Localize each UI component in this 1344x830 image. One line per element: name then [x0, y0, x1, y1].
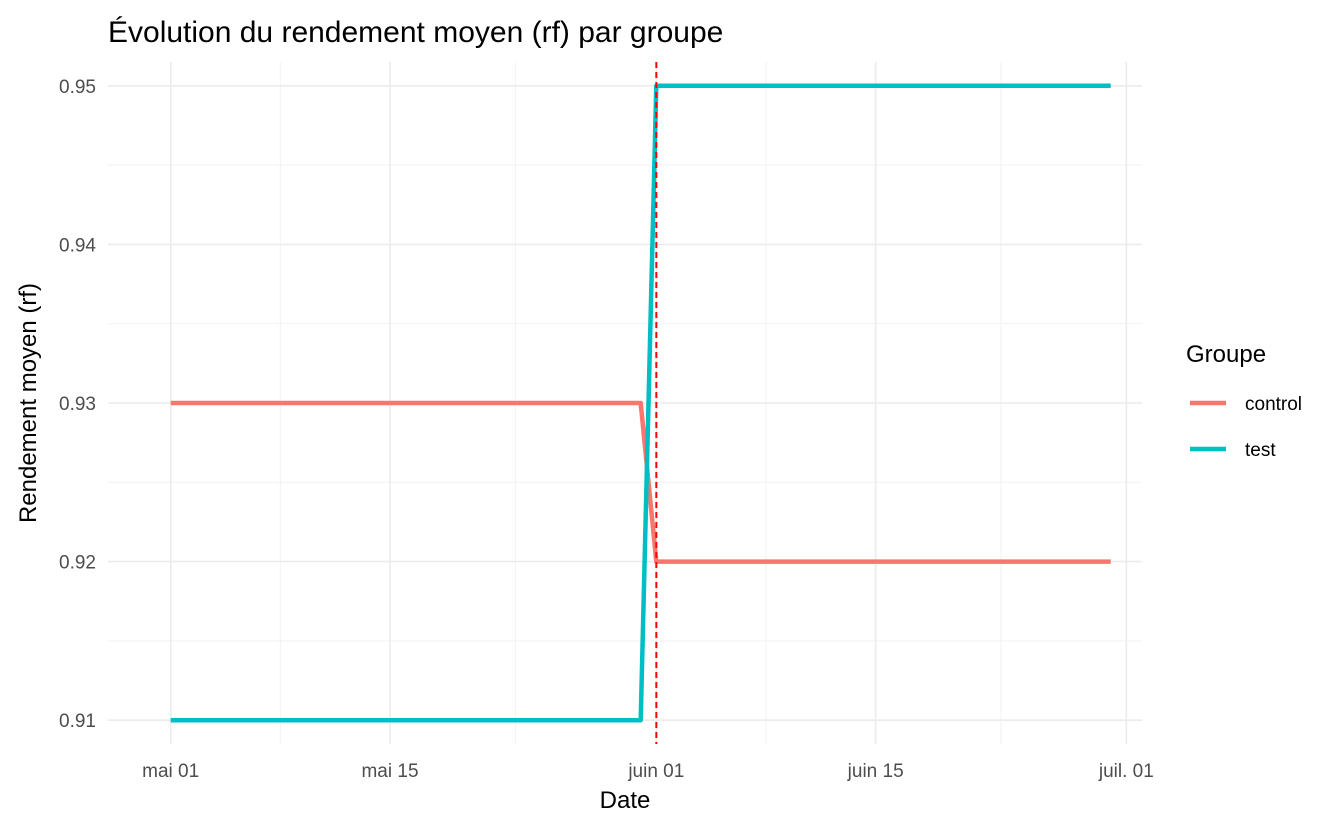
series-layer [170, 83, 1111, 723]
y-tick-label: 0.92 [59, 553, 96, 574]
series-line-test [170, 83, 1111, 723]
chart-title: Évolution du rendement moyen (rf) par gr… [108, 16, 723, 49]
x-tick-label: mai 15 [361, 761, 418, 782]
x-tick-label: juin 15 [847, 761, 904, 782]
y-tick-label: 0.91 [59, 711, 96, 732]
y-axis-title: Rendement moyen (rf) [15, 283, 42, 523]
y-tick-label: 0.94 [59, 235, 96, 256]
x-axis-ticks: mai 01 mai 15 juin 01 juin 15 juil. 01 [142, 761, 1154, 782]
x-tick-label: mai 01 [142, 761, 199, 782]
x-axis-title: Date [600, 787, 651, 814]
legend-title: Groupe [1186, 341, 1266, 368]
legend-label-test: test [1245, 440, 1276, 461]
x-tick-label: juil. 01 [1098, 761, 1154, 782]
x-tick-label: juin 01 [627, 761, 684, 782]
y-tick-label: 0.95 [59, 77, 96, 98]
legend: Groupe control test [1186, 341, 1302, 461]
legend-label-control: control [1245, 394, 1302, 415]
y-axis-ticks: 0.91 0.92 0.93 0.94 0.95 [59, 77, 96, 732]
y-tick-label: 0.93 [59, 394, 96, 415]
